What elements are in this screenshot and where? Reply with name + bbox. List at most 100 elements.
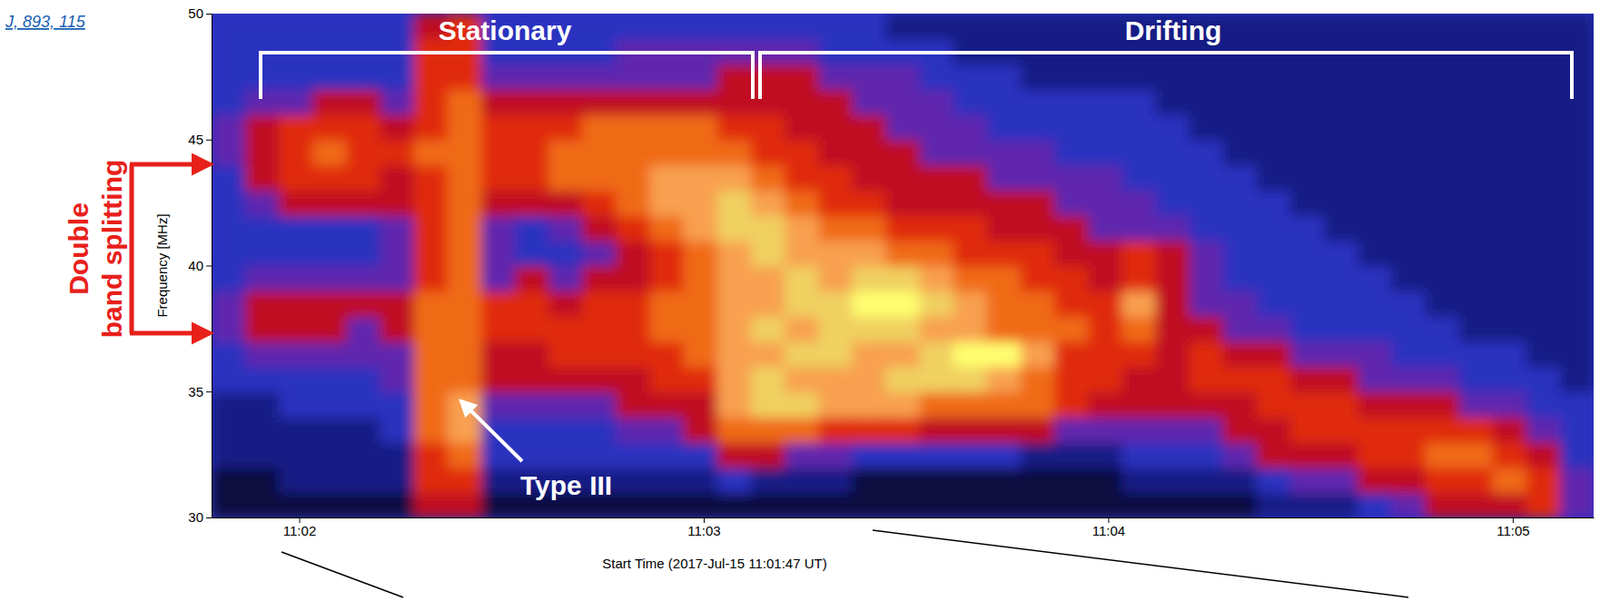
heatmap-cell bbox=[481, 139, 516, 167]
heatmap-cell bbox=[650, 391, 685, 418]
heatmap-cell bbox=[1223, 467, 1258, 494]
heatmap-cell bbox=[1323, 189, 1359, 217]
heatmap-cell bbox=[683, 492, 719, 518]
heatmap-cell bbox=[750, 366, 786, 394]
heatmap-cell bbox=[548, 64, 583, 91]
heatmap-cell bbox=[312, 341, 347, 368]
heatmap-cell bbox=[1560, 266, 1594, 293]
heatmap-cell bbox=[1526, 316, 1561, 343]
y-tick: 35 bbox=[187, 384, 212, 400]
heatmap-cell bbox=[1424, 165, 1460, 192]
heatmap-cell bbox=[345, 316, 381, 343]
heatmap-cell bbox=[750, 114, 786, 141]
heatmap-cell bbox=[548, 416, 583, 444]
heatmap-cell bbox=[1560, 316, 1594, 343]
heatmap-cell bbox=[548, 240, 583, 267]
heatmap-cell bbox=[345, 215, 381, 242]
heatmap-cell bbox=[312, 165, 347, 192]
heatmap-cell bbox=[1290, 189, 1325, 217]
heatmap-cell bbox=[1526, 442, 1561, 469]
heatmap-cell bbox=[919, 114, 955, 141]
heatmap-cell bbox=[987, 467, 1022, 494]
heatmap-cell bbox=[380, 366, 415, 394]
heatmap-cell bbox=[514, 114, 550, 141]
heatmap-cell bbox=[582, 215, 617, 242]
heatmap-cell bbox=[278, 366, 314, 394]
heatmap-cell bbox=[885, 114, 920, 141]
heatmap-cell bbox=[1054, 88, 1089, 116]
heatmap-cell bbox=[987, 139, 1022, 167]
heatmap-cell bbox=[312, 215, 347, 242]
heatmap-cell bbox=[615, 341, 651, 368]
heatmap-cell bbox=[447, 189, 483, 217]
heatmap-cell bbox=[1189, 215, 1225, 242]
heatmap-cell bbox=[211, 39, 247, 66]
heatmap-cell bbox=[953, 139, 988, 167]
heatmap-cell bbox=[582, 366, 617, 394]
heatmap-cell bbox=[1054, 290, 1089, 317]
heatmap-cell bbox=[784, 215, 820, 242]
heatmap-cell bbox=[380, 391, 415, 418]
heatmap-cell bbox=[1459, 391, 1494, 418]
heatmap-cell bbox=[1290, 114, 1325, 141]
heatmap-cell bbox=[345, 341, 381, 368]
heatmap-cell bbox=[851, 165, 887, 192]
y-tick: 40 bbox=[187, 257, 212, 274]
heatmap-cell bbox=[582, 266, 617, 293]
heatmap-cell bbox=[1155, 316, 1190, 343]
heatmap-cell bbox=[1189, 189, 1225, 217]
heatmap-cell bbox=[1492, 316, 1528, 343]
heatmap-cell bbox=[1357, 266, 1393, 293]
heatmap-cell bbox=[312, 189, 347, 217]
heatmap-cell bbox=[1560, 114, 1594, 141]
heatmap-cell bbox=[1189, 467, 1225, 494]
heatmap-cell bbox=[1155, 88, 1190, 116]
heatmap-cell bbox=[1087, 139, 1123, 167]
heatmap-cell bbox=[987, 416, 1022, 444]
heatmap-cell bbox=[582, 13, 617, 40]
x-axis-line bbox=[212, 517, 1595, 519]
heatmap-cell bbox=[1391, 290, 1426, 317]
heatmap-cell bbox=[1391, 88, 1426, 116]
heatmap-cell bbox=[1223, 165, 1258, 192]
heatmap-cell bbox=[1020, 13, 1056, 40]
heatmap-cell bbox=[380, 114, 415, 141]
heatmap-cell bbox=[615, 13, 651, 40]
heatmap-cell bbox=[615, 442, 651, 469]
heatmap-cell bbox=[380, 416, 415, 444]
heatmap-cell bbox=[278, 64, 314, 91]
heatmap-cell bbox=[885, 64, 920, 91]
heatmap-cell bbox=[582, 139, 617, 167]
heatmap-cell bbox=[1560, 64, 1594, 91]
heatmap-cell bbox=[818, 165, 853, 192]
heatmap-cell bbox=[1357, 114, 1393, 141]
heatmap-cell bbox=[1189, 114, 1225, 141]
heatmap-cell bbox=[683, 442, 719, 469]
heatmap-cell bbox=[312, 467, 347, 494]
heatmap-cell bbox=[414, 240, 449, 267]
heatmap-cell bbox=[514, 416, 550, 444]
heatmap-cell bbox=[1290, 442, 1325, 469]
heatmap-cell bbox=[1391, 64, 1426, 91]
heatmap-cell bbox=[987, 189, 1022, 217]
heatmap-cell bbox=[1424, 189, 1460, 217]
heatmap-cell bbox=[615, 165, 651, 192]
heatmap-cell bbox=[919, 492, 955, 518]
heatmap-cell bbox=[278, 467, 314, 494]
heatmap-cell bbox=[548, 189, 583, 217]
heatmap-cell bbox=[1121, 139, 1156, 167]
heatmap-cell bbox=[919, 467, 955, 494]
heatmap-cell bbox=[717, 467, 752, 494]
heatmap-cell bbox=[245, 114, 280, 141]
heatmap-cell bbox=[1054, 366, 1089, 394]
heatmap-cell bbox=[650, 442, 685, 469]
heatmap-cell bbox=[1020, 189, 1056, 217]
heatmap-cell bbox=[1223, 341, 1258, 368]
heatmap-cell bbox=[1256, 467, 1292, 494]
heatmap-cell bbox=[211, 240, 247, 267]
heatmap-cell bbox=[750, 442, 786, 469]
heatmap-cell bbox=[1256, 266, 1292, 293]
heatmap-cell bbox=[1459, 442, 1494, 469]
heatmap-cell bbox=[1526, 416, 1561, 444]
heatmap-cell bbox=[1189, 341, 1225, 368]
